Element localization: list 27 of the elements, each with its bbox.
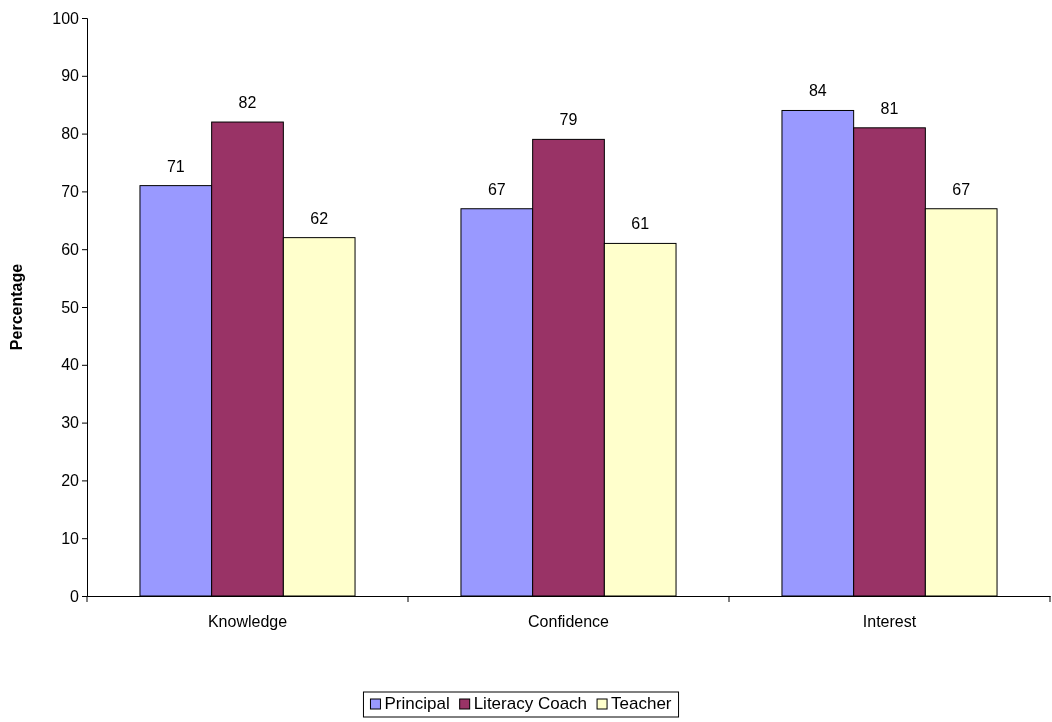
y-tick-label: 100 [52,9,80,27]
y-tick-label: 60 [61,240,80,258]
data-label: 82 [238,94,257,112]
data-label: 67 [952,180,971,198]
legend-label: Teacher [611,694,672,713]
data-label: 81 [880,99,899,117]
data-label: 61 [631,215,650,233]
x-tick-label: Interest [862,613,917,631]
y-axis-title: Percentage [8,263,25,351]
data-label: 84 [808,82,827,100]
y-tick-label: 30 [61,414,80,432]
y-tick-label: 20 [61,472,80,490]
y-tick-label: 10 [61,529,80,547]
y-tick-label: 40 [61,356,80,374]
x-tick-label: Knowledge [207,613,288,631]
data-label: 71 [166,157,185,175]
y-tick-label: 70 [61,183,80,201]
legend-label: Principal [384,694,450,713]
legend-label: Literacy Coach [473,694,588,713]
y-tick-label: 0 [70,587,80,605]
data-label: 67 [487,180,506,198]
data-label: 62 [310,209,329,227]
x-tick-label: Confidence [528,613,610,631]
y-tick-label: 50 [61,298,80,316]
y-tick-label: 90 [61,67,80,85]
y-tick-label: 80 [61,125,80,143]
data-label: 79 [559,111,578,129]
